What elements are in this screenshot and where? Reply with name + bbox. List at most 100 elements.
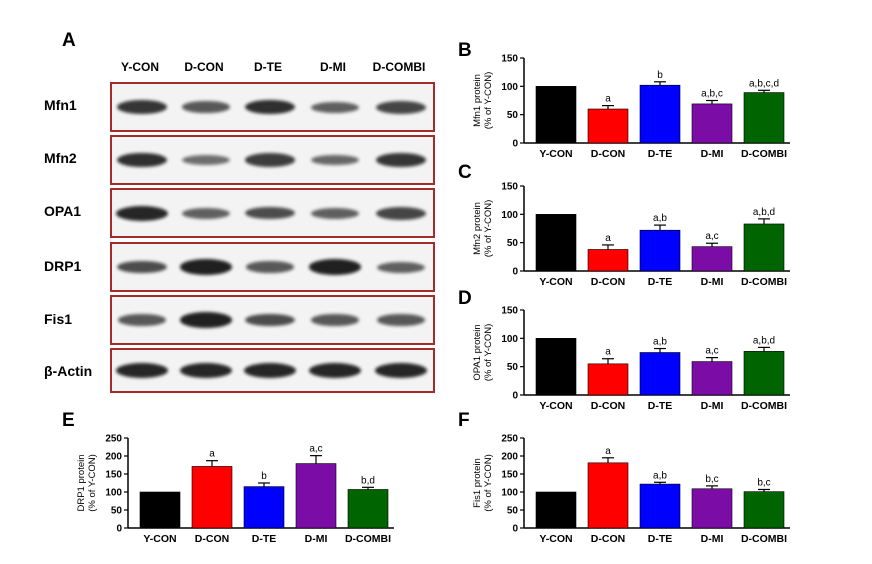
lane-label-d-mi: D-MI [320, 60, 346, 74]
blot-band [376, 206, 426, 220]
y-axis-label: Fis1 protein [472, 458, 483, 508]
x-tick-label: D-COMBI [741, 276, 787, 288]
y-tick-label: 50 [507, 362, 519, 373]
x-tick-label: D-TE [648, 276, 673, 288]
blot-band [311, 207, 359, 219]
y-tick-label: 150 [501, 54, 518, 65]
panel-f-letter: F [458, 410, 470, 431]
x-tick-label: D-CON [591, 400, 625, 412]
bar [191, 466, 233, 529]
significance-label: a [209, 449, 215, 460]
significance-label: a,b [653, 213, 667, 224]
significance-label: a,c [705, 231, 718, 242]
chart-b-mfn1: 0 50 100 150 Mfn1 protein (% of Y-CON) Y-CON a D… [472, 54, 790, 160]
y-tick-label: 50 [507, 110, 519, 121]
y-tick-label: 100 [105, 488, 122, 499]
blot-fis1 [110, 295, 435, 345]
x-tick-label: D-COMBI [741, 533, 787, 545]
y-axis-label: Mfn2 protein [472, 202, 483, 255]
blot-band [375, 153, 427, 167]
y-tick-label: 0 [512, 524, 518, 535]
bar [691, 361, 733, 396]
lane-label-d-combi: D-COMBI [372, 60, 426, 74]
x-tick-label: D-TE [648, 533, 673, 545]
y-tick-label: 150 [501, 306, 518, 317]
bar [587, 363, 629, 396]
blot-band [116, 363, 168, 378]
x-tick-label: D-MI [701, 533, 724, 545]
blot-band [245, 206, 295, 220]
y-tick-label: 50 [507, 506, 519, 517]
bar [691, 103, 733, 144]
y-tick-label: 200 [105, 452, 122, 463]
blot-band [180, 312, 232, 328]
x-tick-label: D-CON [591, 533, 625, 545]
bar [535, 491, 577, 529]
bar [587, 249, 629, 272]
significance-label: b,d [361, 475, 375, 486]
y-tick-label: 150 [105, 470, 122, 481]
blot-drp1 [110, 242, 435, 292]
bar [639, 483, 681, 529]
blot-label-fis1: Fis1 [44, 311, 73, 327]
x-tick-label: D-TE [648, 148, 673, 160]
x-tick-label: D-TE [252, 533, 277, 545]
blot-mfn1 [110, 82, 435, 132]
significance-label: a,b,d [753, 335, 775, 346]
x-tick-label: Y-CON [539, 533, 572, 545]
chart-e-drp1: 0 50 100 150 200 250 DRP1 protein (% of Y-CON) Y… [76, 434, 394, 545]
blot-band [117, 260, 167, 274]
blot-opa1 [110, 188, 435, 238]
y-tick-label: 50 [111, 506, 123, 517]
bar [347, 489, 389, 529]
blot-band [116, 205, 168, 221]
blot-label-opa1: OPA1 [44, 203, 82, 219]
x-tick-label: D-CON [195, 533, 229, 545]
significance-label: a,c [705, 346, 718, 357]
blot-band [245, 313, 295, 327]
y-axis-label: Mfn1 protein [472, 74, 483, 127]
bar [691, 246, 733, 272]
blot-band [116, 100, 168, 114]
x-tick-label: D-COMBI [345, 533, 391, 545]
lane-label-y-con: Y-CON [120, 60, 160, 74]
bar [743, 223, 785, 272]
blot-band [309, 363, 361, 378]
significance-label: b,c [757, 477, 770, 488]
bar [743, 491, 785, 529]
significance-label: a [605, 233, 611, 244]
y-axis-label: (% of Y-CON) [483, 200, 494, 258]
lane-label-d-con: D-CON [184, 60, 224, 74]
blot-band [180, 259, 232, 275]
blot-band [311, 101, 359, 113]
significance-label: b,c [705, 474, 718, 485]
significance-label: a,b,c,d [749, 78, 779, 89]
bar [535, 214, 577, 272]
significance-label: a [605, 347, 611, 358]
x-tick-label: D-MI [701, 148, 724, 160]
blot-mfn2 [110, 135, 435, 185]
x-tick-label: D-CON [591, 276, 625, 288]
blot-band [375, 363, 427, 378]
x-tick-label: D-MI [305, 533, 328, 545]
y-tick-label: 100 [501, 334, 518, 345]
y-tick-label: 0 [512, 267, 518, 278]
blot-band [182, 207, 230, 219]
blot-band [182, 155, 230, 165]
y-tick-label: 250 [105, 434, 122, 445]
y-tick-label: 100 [501, 210, 518, 221]
panel-c-letter: C [458, 162, 472, 183]
y-tick-label: 150 [501, 182, 518, 193]
bar [535, 338, 577, 396]
bar [691, 488, 733, 529]
significance-label: a,c [309, 444, 322, 455]
blot-band [180, 363, 232, 378]
blot-band [245, 261, 295, 273]
blot-band [309, 259, 361, 275]
blot-band [310, 314, 360, 326]
x-tick-label: Y-CON [539, 276, 572, 288]
chart-c-mfn2: 0 50 100 150 Mfn2 protein (% of Y-CON) Y-CON a D… [472, 182, 790, 288]
y-axis-label: (% of Y-CON) [483, 454, 494, 512]
y-tick-label: 250 [501, 434, 518, 445]
bar [587, 108, 629, 144]
